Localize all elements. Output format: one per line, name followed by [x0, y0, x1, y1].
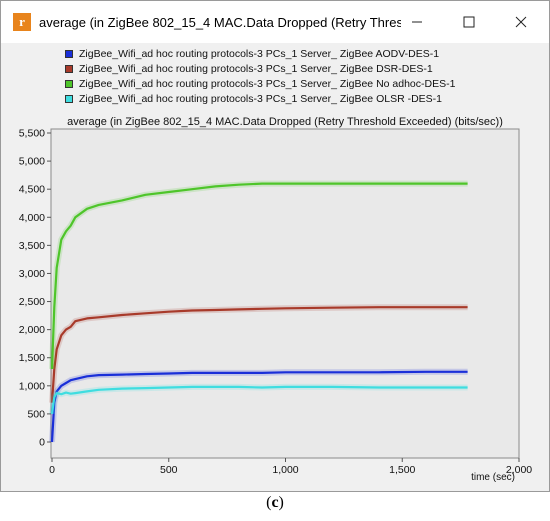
window-title: average (in ZigBee 802_15_4 MAC.Data Dro…: [39, 14, 401, 30]
legend-label: ZigBee_Wifi_ad hoc routing protocols-3 P…: [79, 47, 440, 60]
y-tick-label: 1,500: [19, 352, 45, 364]
chart-window: r average (in ZigBee 802_15_4 MAC.Data D…: [0, 0, 550, 492]
caption-letter: c: [271, 494, 279, 511]
x-tick-label: 1,000: [272, 464, 298, 476]
y-tick-label: 0: [39, 437, 45, 449]
legend-label: ZigBee_Wifi_ad hoc routing protocols-3 P…: [79, 62, 433, 75]
series-layer: [49, 180, 468, 443]
x-tick-label: 2,000: [506, 464, 532, 476]
legend-item-dsr: ZigBee_Wifi_ad hoc routing protocols-3 P…: [65, 61, 455, 76]
y-tick-label: 4,500: [19, 184, 45, 196]
series-line-no-adhoc: [50, 182, 468, 370]
chart-legend: ZigBee_Wifi_ad hoc routing protocols-3 P…: [65, 46, 455, 106]
close-icon[interactable]: [497, 1, 545, 43]
y-tick-label: 4,000: [19, 212, 45, 224]
x-axis: 0 500 1,000 1,500 2,000: [49, 458, 532, 476]
maximize-icon[interactable]: [445, 1, 493, 43]
y-tick-label: 500: [27, 408, 45, 420]
legend-label: ZigBee_Wifi_ad hoc routing protocols-3 P…: [79, 92, 442, 105]
chart-title: average (in ZigBee 802_15_4 MAC.Data Dro…: [67, 116, 503, 128]
figure-caption: (c): [266, 494, 284, 511]
app-icon: r: [13, 13, 31, 31]
y-tick-label: 5,500: [19, 128, 45, 140]
y-tick-label: 2,500: [19, 296, 45, 308]
legend-item-olsr: ZigBee_Wifi_ad hoc routing protocols-3 P…: [65, 91, 455, 106]
y-tick-label: 1,000: [19, 380, 45, 392]
y-tick-label: 3,000: [19, 268, 45, 280]
y-tick-label: 3,500: [19, 240, 45, 252]
legend-swatch: [65, 49, 73, 58]
line-chart: average (in ZigBee 802_15_4 MAC.Data Dro…: [19, 116, 533, 483]
legend-label: ZigBee_Wifi_ad hoc routing protocols-3 P…: [79, 77, 456, 90]
y-tick-label: 5,000: [19, 156, 45, 168]
series-line-dsr: [50, 306, 468, 403]
legend-item-aodv: ZigBee_Wifi_ad hoc routing protocols-3 P…: [65, 46, 455, 61]
legend-swatch: [65, 94, 73, 103]
x-tick-label: 500: [160, 464, 178, 476]
legend-swatch: [65, 79, 73, 88]
minimize-icon[interactable]: [393, 1, 441, 43]
plot-area: [50, 128, 520, 459]
x-tick-label: 0: [49, 464, 55, 476]
x-tick-label: 1,500: [389, 464, 415, 476]
y-axis: 0 500 1,000 1,500 2,000 2,500 3,000 3,500 4,000 4…: [19, 128, 51, 449]
x-axis-label: time (sec): [471, 472, 515, 483]
series-line-olsr: [50, 385, 468, 415]
title-bar: r average (in ZigBee 802_15_4 MAC.Data D…: [1, 1, 549, 43]
legend-swatch: [65, 64, 73, 73]
series-line-aodv: [50, 370, 468, 443]
y-tick-label: 2,000: [19, 324, 45, 336]
legend-item-no-adhoc: ZigBee_Wifi_ad hoc routing protocols-3 P…: [65, 76, 455, 91]
